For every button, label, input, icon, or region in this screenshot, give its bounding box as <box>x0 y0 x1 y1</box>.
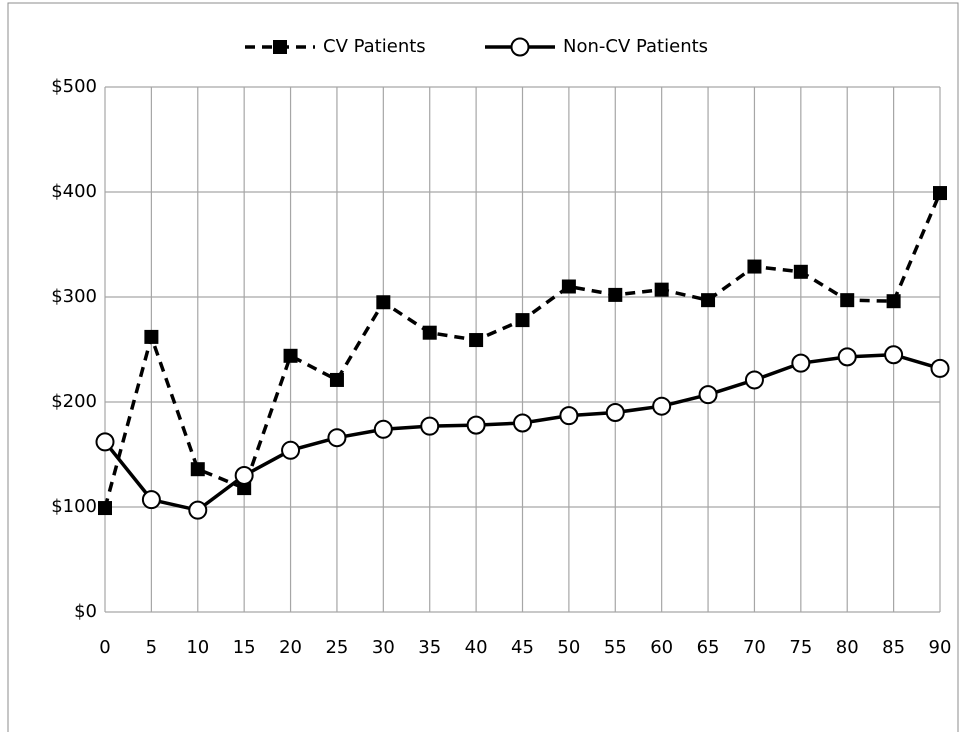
x-tick-label: 75 <box>789 637 812 658</box>
data-point <box>515 313 530 328</box>
data-point <box>837 347 857 367</box>
data-point <box>98 501 112 516</box>
y-tick-label: $0 <box>74 601 97 622</box>
legend-marker <box>273 40 287 54</box>
data-point <box>141 490 161 510</box>
data-point <box>791 353 811 373</box>
x-tick-label: 90 <box>929 637 952 658</box>
data-point <box>886 294 901 309</box>
data-point <box>237 481 252 496</box>
y-tick-label: $500 <box>51 76 97 97</box>
data-point <box>283 348 298 363</box>
data-point <box>144 329 159 344</box>
x-tick-label: 40 <box>465 637 488 658</box>
data-point <box>654 282 669 297</box>
y-tick-label: $100 <box>51 496 97 517</box>
data-point <box>747 259 762 274</box>
x-tick-label: 10 <box>186 637 209 658</box>
x-tick-label: 30 <box>372 637 395 658</box>
y-tick-label: $200 <box>51 391 97 412</box>
data-point <box>744 370 764 390</box>
data-point <box>793 264 808 279</box>
x-tick-label: 5 <box>146 637 157 658</box>
y-tick-label: $300 <box>51 286 97 307</box>
data-point <box>188 500 208 520</box>
legend-marker <box>510 37 530 57</box>
data-point <box>329 372 344 387</box>
x-tick-label: 80 <box>836 637 859 658</box>
chart-frame <box>7 2 959 732</box>
data-point <box>559 406 579 426</box>
data-point <box>652 396 672 416</box>
data-point <box>422 325 437 340</box>
x-tick-label: 25 <box>325 637 348 658</box>
data-point <box>190 462 205 477</box>
data-point <box>698 385 718 405</box>
data-point <box>373 419 393 439</box>
x-tick-label: 15 <box>233 637 256 658</box>
x-tick-label: 45 <box>511 637 534 658</box>
y-tick-label: $400 <box>51 181 97 202</box>
data-point <box>95 432 115 452</box>
x-tick-label: 0 <box>99 637 110 658</box>
data-point <box>930 358 950 378</box>
data-point <box>376 295 391 310</box>
data-point <box>281 440 301 460</box>
data-point <box>513 413 532 433</box>
data-point <box>933 186 947 201</box>
x-tick-label: 65 <box>697 637 720 658</box>
x-tick-label: 20 <box>279 637 302 658</box>
data-point <box>327 428 347 448</box>
data-point <box>420 416 440 436</box>
x-tick-label: 60 <box>650 637 673 658</box>
data-point <box>884 345 904 365</box>
data-point <box>605 403 625 422</box>
legend-label: CV Patients <box>323 36 426 57</box>
data-point <box>466 415 486 435</box>
x-tick-label: 55 <box>604 637 627 658</box>
x-tick-label: 50 <box>557 637 580 658</box>
legend-label: Non-CV Patients <box>563 36 708 57</box>
data-point <box>234 466 254 485</box>
x-tick-label: 70 <box>743 637 766 658</box>
data-point <box>840 293 855 308</box>
data-point <box>469 333 484 348</box>
data-point <box>608 287 623 302</box>
data-point <box>701 293 716 308</box>
x-tick-label: 35 <box>418 637 441 658</box>
data-point <box>561 279 576 294</box>
x-tick-label: 85 <box>882 637 905 658</box>
